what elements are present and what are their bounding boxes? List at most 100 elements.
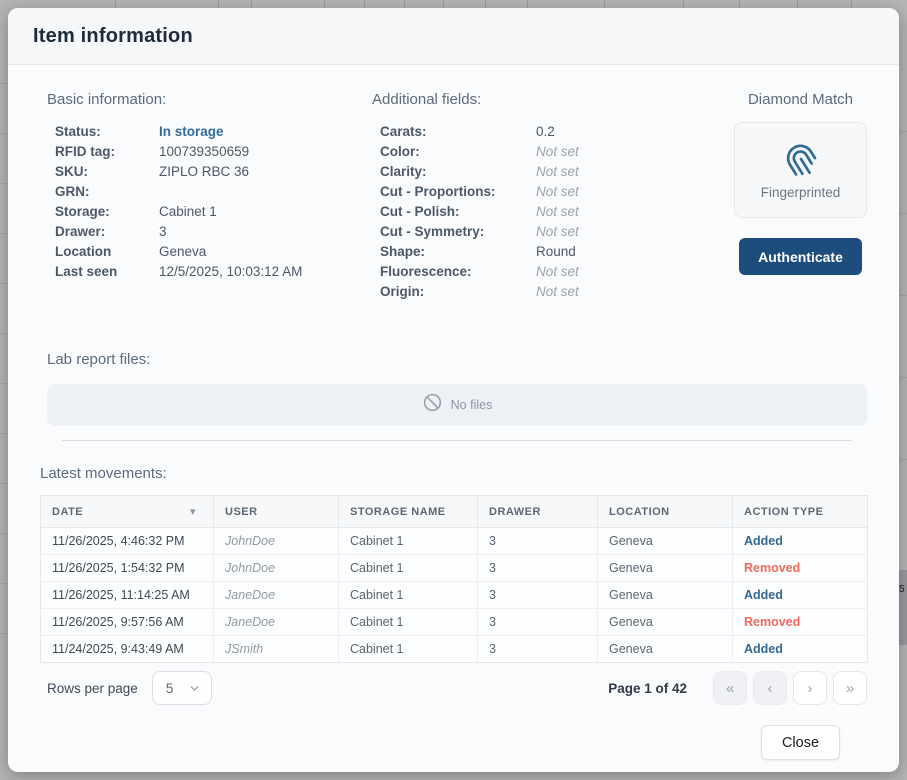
movement-drawer: 3 [477, 635, 598, 663]
field-value: Not set [536, 163, 579, 179]
info-row: Last seen 12/5/2025, 10:03:12 AM [55, 261, 372, 281]
movement-location: Geneva [597, 608, 733, 636]
column-header-storage-name[interactable]: STORAGE NAME [338, 495, 478, 528]
field-label: Clarity: [380, 163, 427, 179]
backdrop-line [0, 633, 8, 634]
movement-location: Geneva [597, 554, 733, 582]
info-row: Carats: 0.2 [380, 121, 724, 141]
field-value: Round [536, 243, 576, 259]
field-label: SKU: [55, 163, 88, 179]
dialog-title: Item information [33, 24, 193, 47]
field-label: Drawer: [55, 223, 106, 239]
movement-drawer: 3 [477, 554, 598, 582]
next-page-button[interactable]: › [793, 671, 827, 705]
field-label: Fluorescence: [380, 263, 472, 279]
rows-per-page-value: 5 [165, 680, 174, 696]
backdrop-line [485, 0, 486, 8]
backdrop-line [899, 377, 907, 378]
info-row: Cut - Proportions: Not set [380, 181, 724, 201]
movement-storage: Cabinet 1 [338, 527, 478, 555]
backdrop-line [0, 283, 8, 284]
fingerprint-status-label: Fingerprinted [760, 185, 841, 200]
backdrop-line [0, 233, 8, 234]
movement-date: 11/26/2025, 11:14:25 AM [40, 581, 214, 609]
info-row: Fluorescence: Not set [380, 261, 724, 281]
info-row: SKU: ZIPLO RBC 36 [55, 161, 372, 181]
no-files-icon [422, 392, 443, 418]
last-page-button[interactable]: » [833, 671, 867, 705]
field-label: Shape: [380, 243, 426, 259]
info-row: Cut - Polish: Not set [380, 201, 724, 221]
column-header-drawer[interactable]: DRAWER [477, 495, 598, 528]
movement-drawer: 3 [477, 581, 598, 609]
fingerprint-card: Fingerprinted [734, 122, 867, 218]
field-label: Storage: [55, 203, 110, 219]
backdrop-line [324, 0, 325, 8]
movement-action: Removed [732, 554, 868, 582]
info-row: GRN: [55, 181, 372, 201]
backdrop-line [364, 0, 365, 8]
backdrop-line [899, 295, 907, 296]
close-button[interactable]: Close [761, 725, 840, 760]
field-value: Not set [536, 263, 579, 279]
info-row: RFID tag: 100739350659 [55, 141, 372, 161]
backdrop-line [739, 0, 740, 8]
backdrop-line [899, 459, 907, 460]
backdrop-band [899, 570, 907, 645]
movement-location: Geneva [597, 527, 733, 555]
lab-report-files-area: No files [47, 384, 867, 426]
item-information-dialog: Item information Basic information: Stat… [8, 8, 899, 772]
info-row: Location Geneva [55, 241, 372, 261]
field-value: Not set [536, 223, 579, 239]
movement-row: 11/26/2025, 11:14:25 AM JaneDoe Cabinet … [40, 581, 868, 609]
field-value: Not set [536, 143, 579, 159]
field-label: Cut - Polish: [380, 203, 460, 219]
column-header-user[interactable]: USER [213, 495, 339, 528]
first-page-button[interactable]: « [713, 671, 747, 705]
field-label: GRN: [55, 183, 90, 199]
movement-action: Added [744, 642, 783, 656]
info-row: Color: Not set [380, 141, 724, 161]
movement-action: Added [732, 581, 868, 609]
field-label: Status: [55, 123, 101, 139]
dialog-footer: Close [40, 705, 867, 760]
top-section: Basic information: Status: In storage RF… [47, 91, 867, 301]
movement-storage: Cabinet 1 [338, 554, 478, 582]
rows-per-page-select[interactable]: 5 [151, 671, 212, 705]
backdrop-line [0, 333, 8, 334]
no-files-label: No files [450, 398, 493, 412]
movement-drawer: 3 [477, 608, 598, 636]
movement-user: JaneDoe [213, 608, 339, 636]
field-label: Last seen [55, 263, 118, 279]
field-value: 3 [159, 223, 167, 239]
field-label: Origin: [380, 283, 425, 299]
backdrop-line [0, 133, 8, 134]
diamond-match-section: Diamond Match Fingerprinted Authent [734, 91, 867, 301]
movements-heading: Latest movements: [40, 465, 167, 482]
column-header-date[interactable]: DATE ▾ [40, 495, 214, 528]
movement-location: Geneva [597, 581, 733, 609]
backdrop-line [0, 433, 8, 434]
diamond-match-heading: Diamond Match [747, 91, 854, 108]
authenticate-button[interactable]: Authenticate [739, 238, 862, 275]
info-row: Status: In storage [55, 121, 372, 141]
backdrop-line [0, 533, 8, 534]
field-value: 0.2 [536, 123, 555, 139]
backdrop-line [115, 0, 116, 8]
backdrop-partial-text: 5 [899, 584, 905, 595]
column-header-location[interactable]: LOCATION [597, 495, 733, 528]
movement-row: 11/26/2025, 9:57:56 AM JaneDoe Cabinet 1… [40, 608, 868, 636]
field-label: Cut - Symmetry: [380, 223, 485, 239]
movement-date: 11/24/2025, 9:43:49 AM [40, 635, 214, 663]
movement-user: JSmith [213, 635, 339, 663]
fingerprint-icon [782, 140, 820, 178]
additional-fields-rows: Carats: 0.2 Color: Not set Clarity: Not … [380, 121, 724, 301]
backdrop-line [899, 213, 907, 214]
backdrop-line [683, 0, 684, 8]
previous-page-button[interactable]: ‹ [753, 671, 787, 705]
movement-date: 11/26/2025, 9:57:56 AM [40, 608, 214, 636]
movement-row: 11/26/2025, 4:46:32 PM JohnDoe Cabinet 1… [40, 527, 868, 555]
dialog-header: Item information [8, 8, 899, 65]
column-header-action-type[interactable]: ACTION TYPE [732, 495, 868, 528]
field-label: Carats: [380, 123, 427, 139]
